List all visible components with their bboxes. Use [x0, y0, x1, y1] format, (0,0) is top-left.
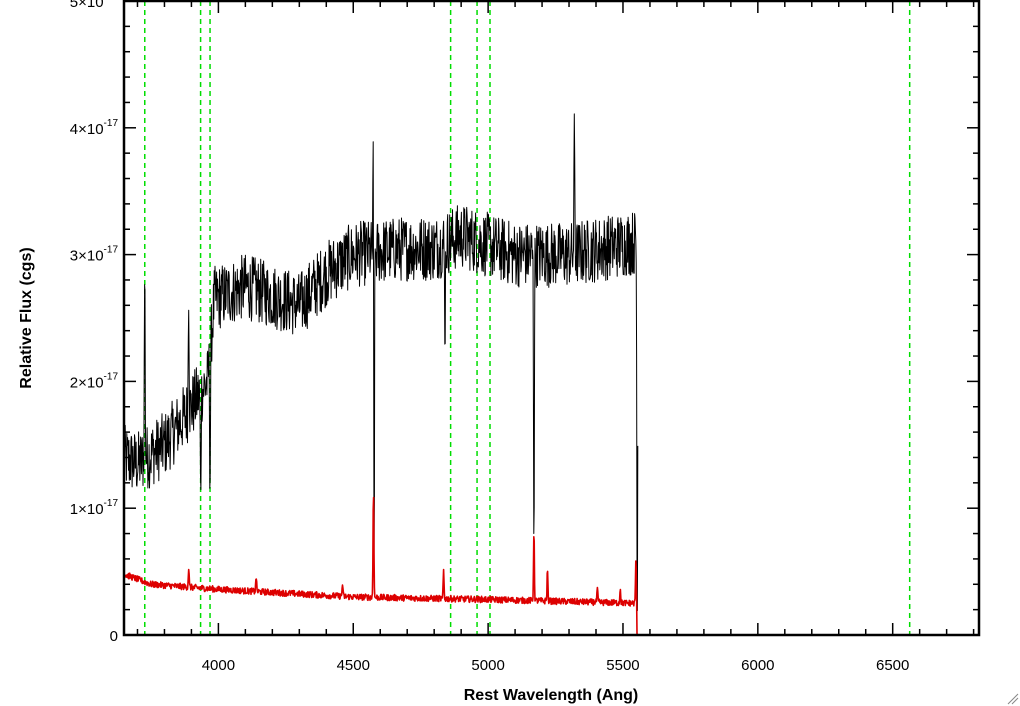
x-tick-label: 6000: [741, 657, 774, 674]
y-tick-label: 5×10-17: [70, 0, 119, 11]
y-tick-label: 0: [110, 628, 118, 645]
y-tick-label: 1×10-17: [70, 498, 119, 518]
x-tick-label: 5000: [471, 657, 504, 674]
x-tick-label: 4000: [202, 657, 235, 674]
observed-spectrum-line: [123, 113, 639, 612]
y-tick-label: 2×10-17: [70, 371, 119, 391]
y-axis-title: Relative Flux (cgs): [18, 247, 35, 388]
tick-labels: 4000 4500 5000 5500 6000 6500 0 1×10-17 2×10-17 3…: [70, 0, 910, 674]
y-tick-label: 4×10-17: [70, 118, 119, 138]
resize-grip-icon[interactable]: [1007, 693, 1019, 705]
x-tick-label: 4500: [337, 657, 370, 674]
plot-axes: [122, 0, 981, 637]
x-tick-label: 5500: [606, 657, 639, 674]
x-tick-label: 6500: [876, 657, 909, 674]
plot-frame: [122, 0, 981, 637]
x-axis-title: Rest Wavelength (Ang): [464, 687, 639, 704]
y-tick-label: 3×10-17: [70, 245, 119, 265]
